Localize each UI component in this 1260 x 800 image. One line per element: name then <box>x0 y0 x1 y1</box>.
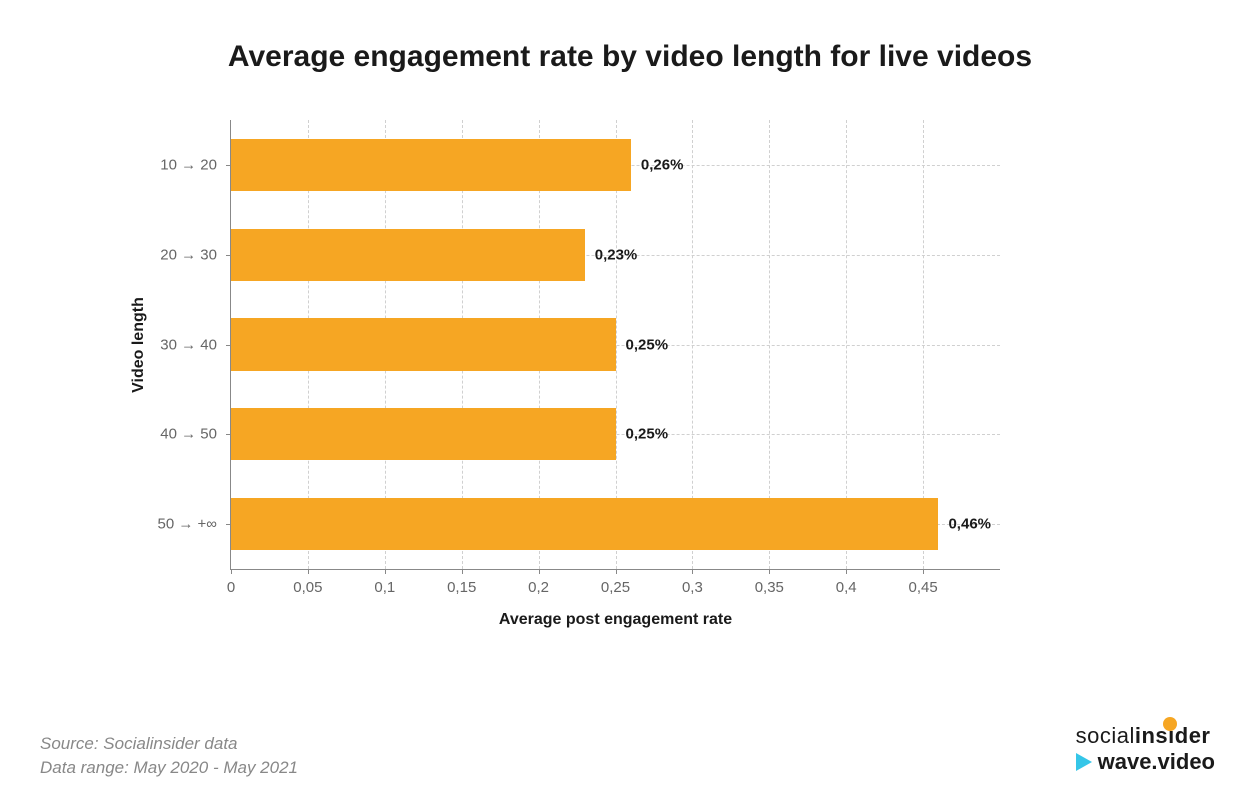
source-line-2: Data range: May 2020 - May 2021 <box>40 756 298 780</box>
chart-title: Average engagement rate by video length … <box>0 0 1260 74</box>
bar <box>231 139 631 191</box>
x-tick-label: 0,4 <box>836 569 857 596</box>
logos: socialinsider wave.video <box>1076 723 1215 775</box>
socialinsider-text-prefix: social <box>1076 723 1135 749</box>
y-tick-label: 30 → 40 <box>160 336 231 353</box>
bar <box>231 229 585 281</box>
source-line-1: Source: Socialinsider data <box>40 732 298 756</box>
bar-value-label: 0,23% <box>595 246 638 263</box>
socialinsider-logo: socialinsider <box>1076 723 1215 749</box>
plot-region: Video length Average post engagement rat… <box>230 120 1000 570</box>
x-tick-label: 0 <box>227 569 235 596</box>
x-tick-label: 0,35 <box>755 569 784 596</box>
bar-value-label: 0,25% <box>626 426 669 443</box>
x-tick-label: 0,25 <box>601 569 630 596</box>
x-tick-label: 0,05 <box>293 569 322 596</box>
footer-source: Source: Socialinsider data Data range: M… <box>40 732 298 780</box>
wave-video-logo: wave.video <box>1076 749 1215 775</box>
chart-area: Video length Average post engagement rat… <box>230 120 1000 630</box>
x-axis-label: Average post engagement rate <box>499 611 732 629</box>
bar-value-label: 0,46% <box>948 516 991 533</box>
y-tick-label: 20 → 30 <box>160 246 231 263</box>
bar-value-label: 0,26% <box>641 156 684 173</box>
bar <box>231 498 938 550</box>
y-tick-label: 50 → +∞ <box>158 516 231 533</box>
dot-icon <box>1163 717 1177 731</box>
wave-video-text: wave.video <box>1098 749 1215 775</box>
x-tick-label: 0,15 <box>447 569 476 596</box>
y-tick-label: 40 → 50 <box>160 426 231 443</box>
x-tick-label: 0,2 <box>528 569 549 596</box>
x-tick-label: 0,1 <box>374 569 395 596</box>
play-icon <box>1076 753 1092 771</box>
y-tick-label: 10 → 20 <box>160 156 231 173</box>
x-tick-label: 0,45 <box>908 569 937 596</box>
bar <box>231 408 616 460</box>
y-axis-label: Video length <box>130 297 148 393</box>
bar-value-label: 0,25% <box>626 336 669 353</box>
x-tick-label: 0,3 <box>682 569 703 596</box>
bar <box>231 318 616 370</box>
